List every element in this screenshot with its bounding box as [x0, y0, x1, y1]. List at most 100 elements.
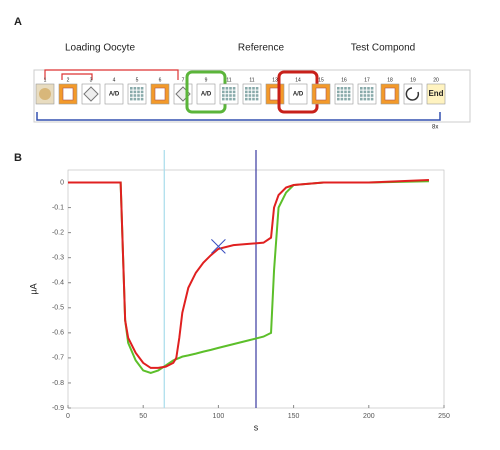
icon-cell	[140, 87, 144, 90]
icon-cell	[367, 97, 370, 101]
icon-number: 20	[433, 77, 439, 83]
icon-number: 3	[90, 77, 93, 83]
icon-cell	[229, 97, 232, 101]
icon-label: End	[428, 89, 443, 98]
icon-cell	[222, 94, 225, 97]
icon-glyph	[405, 87, 420, 101]
y-axis-label: µA	[28, 283, 38, 294]
icon-cell	[137, 94, 140, 97]
icon-cell	[225, 97, 229, 101]
icon-cell	[222, 90, 225, 94]
icon-cell	[344, 87, 347, 90]
icon-number: 4	[113, 77, 116, 83]
icon-cell	[347, 94, 351, 97]
icon-cell	[367, 94, 370, 97]
icon-cell	[248, 94, 252, 97]
icon-cell	[347, 87, 351, 90]
icon-cell	[140, 94, 144, 97]
repeat-bracket	[36, 112, 441, 121]
icon-cell	[248, 90, 252, 94]
icon-cell	[133, 94, 137, 97]
icon-cell	[347, 97, 351, 101]
icon-cell	[252, 87, 255, 90]
icon	[196, 83, 216, 105]
icon-cell	[340, 87, 344, 90]
icon-label: A/D	[109, 92, 120, 98]
icon-cell	[363, 90, 367, 94]
icon-cell	[255, 87, 259, 90]
panel-label: B	[14, 152, 22, 164]
icon	[426, 83, 446, 105]
icon-cell	[344, 94, 347, 97]
series-line	[68, 179, 430, 369]
icon-number: 2	[67, 77, 70, 83]
y-tick-label: -0.1	[52, 204, 64, 211]
icon-glyph	[315, 87, 327, 101]
icon-cell	[232, 94, 236, 97]
x-tick-label: 50	[139, 413, 147, 420]
icon-number: 15	[318, 77, 324, 83]
icon-cell	[340, 97, 344, 101]
icon-cell	[360, 87, 363, 90]
y-tick-label: -0.3	[52, 255, 64, 262]
icon-cell	[225, 90, 229, 94]
y-tick-label: -0.7	[52, 355, 64, 362]
icon-number: 9	[205, 77, 208, 83]
icon-cell	[337, 97, 340, 101]
icon-cell	[360, 97, 363, 101]
icon-number: 14	[295, 77, 301, 83]
icon-number: 5	[136, 77, 139, 83]
icon-glyph	[384, 87, 396, 101]
icon-cell	[360, 94, 363, 97]
icon-cell	[130, 94, 133, 97]
y-tick-label: -0.2	[52, 229, 64, 236]
icon-cell	[363, 94, 367, 97]
icon-glyph	[62, 87, 74, 101]
icon-number: 6	[159, 77, 162, 83]
y-tick-label: -0.6	[52, 330, 64, 337]
icon-cell	[229, 94, 232, 97]
panel-label: A	[14, 16, 22, 28]
x-tick-label: 250	[438, 413, 450, 420]
icon-number: 17	[364, 77, 370, 83]
x-tick-label: 150	[288, 413, 300, 420]
icon-glyph	[154, 87, 166, 101]
section-label: Test Compond	[351, 43, 415, 54]
icon-cell	[133, 87, 137, 90]
icon-number: 13	[272, 77, 278, 83]
icon-number: 18	[387, 77, 393, 83]
y-tick-label: -0.5	[52, 305, 64, 312]
icon-cell	[130, 90, 133, 94]
icon-cell	[344, 90, 347, 94]
x-axis-label: s	[254, 422, 259, 432]
icon-cell	[133, 90, 137, 94]
icon-glyph	[39, 88, 51, 100]
icon-cell	[225, 87, 229, 90]
icon-number: 19	[410, 77, 416, 83]
icon-cell	[347, 90, 351, 94]
icon-cell	[137, 90, 140, 94]
marker	[211, 239, 226, 254]
y-tick-label: -0.9	[52, 405, 64, 412]
icon-cell	[252, 94, 255, 97]
icon-number: 16	[341, 77, 347, 83]
y-tick-label: -0.4	[52, 280, 64, 287]
icon-cell	[222, 87, 225, 90]
icon	[104, 83, 124, 105]
icon-glyph	[83, 86, 99, 102]
icon-cell	[133, 97, 137, 101]
icon-label: A/D	[293, 92, 304, 98]
loop-bracket	[44, 69, 179, 80]
icon-cell	[232, 90, 236, 94]
icon-cell	[255, 94, 259, 97]
icon-cell	[363, 97, 367, 101]
icon-cell	[360, 90, 363, 94]
repeat-label: 8x	[432, 125, 438, 131]
icon-cell	[222, 97, 225, 101]
icon-cell	[140, 97, 144, 101]
x-tick-label: 100	[213, 413, 225, 420]
icon-cell	[248, 87, 252, 90]
x-tick-label: 200	[363, 413, 375, 420]
icon-cell	[255, 90, 259, 94]
